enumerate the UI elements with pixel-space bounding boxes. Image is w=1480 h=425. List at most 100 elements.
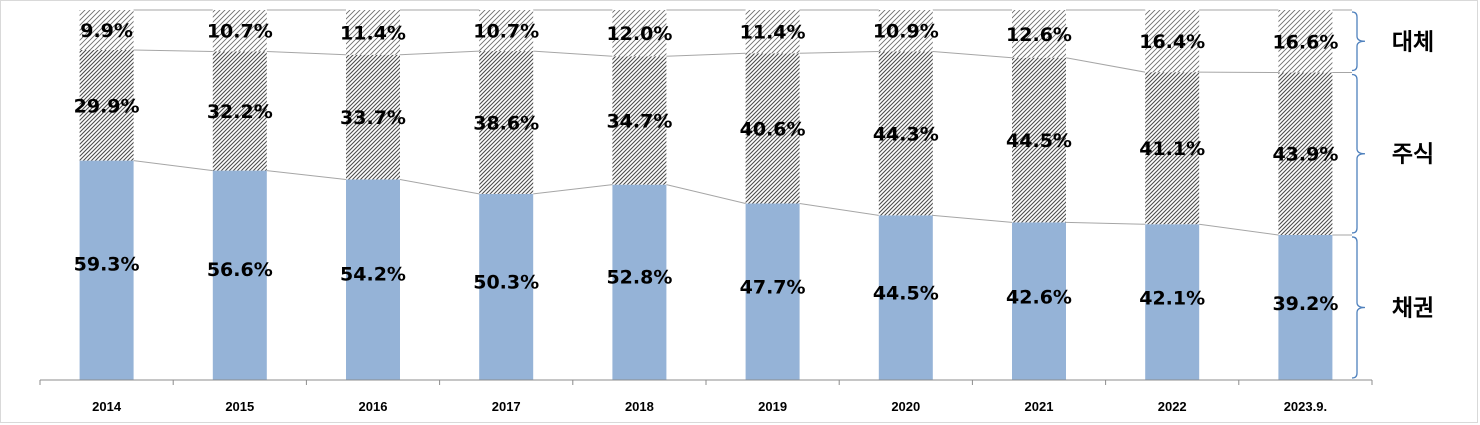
series-connector-line [1065, 221, 1146, 225]
bar-segment-alternative [1012, 10, 1066, 58]
bars-group [79, 10, 1333, 380]
data-label: 54.2% [340, 264, 406, 286]
data-label: 56.6% [207, 259, 273, 281]
data-label: 42.6% [1006, 286, 1072, 308]
data-label: 33.7% [340, 107, 406, 129]
series-connector-line [932, 214, 1013, 223]
data-labels-group: 59.3% 29.9% 9.9% 56.6% 32.2% 10.7% 54.2% 33.7% 1… [74, 20, 1339, 315]
bar-segment-bond [212, 170, 267, 380]
data-label: 40.6% [740, 118, 806, 140]
bar-segment-bond [479, 193, 534, 380]
data-label: 41.1% [1139, 138, 1205, 160]
bar-segment-stock [212, 51, 267, 171]
data-label: 59.3% [74, 254, 140, 276]
bar-segment-alternative [1278, 10, 1333, 73]
bar-segment-stock [346, 54, 400, 180]
legend-brace [1351, 11, 1366, 72]
bar-segment-alternative [878, 10, 933, 52]
data-label: 50.3% [473, 271, 539, 293]
x-tick-label: 2019 [758, 399, 787, 414]
bar-segment-bond [79, 160, 134, 380]
data-label: 39.2% [1272, 293, 1338, 315]
bar-segment-bond [1012, 222, 1066, 380]
bar-segment-stock [878, 51, 933, 216]
bar-segment-bond [745, 203, 800, 380]
series-connector-line [533, 184, 613, 195]
data-label: 12.6% [1006, 24, 1072, 46]
data-label: 47.7% [740, 276, 806, 298]
x-tick-label: 2020 [891, 399, 920, 414]
legend-label: 주식 [1392, 142, 1434, 168]
x-tick-label: 2023.9. [1284, 399, 1327, 414]
x-tick-label: 2017 [492, 399, 521, 414]
bar-segment-bond [612, 184, 667, 380]
bar-segment-alternative [612, 10, 667, 57]
data-label: 44.5% [873, 283, 939, 305]
data-label: 11.4% [340, 22, 406, 44]
series-connector-line [399, 178, 480, 195]
series-connector-line [799, 50, 879, 54]
series-connector-line [1199, 223, 1279, 236]
bar-segment-bond [878, 215, 933, 380]
x-tick-label: 2021 [1025, 399, 1054, 414]
data-label: 32.2% [207, 101, 273, 123]
x-tick-label: 2018 [625, 399, 654, 414]
series-connector-line [266, 170, 347, 180]
bar-segment-stock [1145, 72, 1200, 225]
bar-segment-stock [612, 56, 667, 185]
x-tick-label: 2016 [359, 399, 388, 414]
series-connector-line [133, 49, 213, 52]
bar-segment-alternative [79, 10, 134, 50]
bar-segment-stock [1278, 72, 1333, 235]
x-tick-label: 2014 [92, 399, 122, 414]
data-label: 11.4% [740, 22, 806, 44]
data-label: 34.7% [606, 110, 672, 132]
series-connector-line [533, 50, 613, 57]
bar-segment-alternative [1145, 10, 1200, 73]
data-label: 43.9% [1272, 144, 1338, 166]
series-connector-line [666, 52, 746, 57]
data-label: 10.7% [473, 21, 539, 43]
legend-brace [1351, 73, 1366, 234]
series-lines [133, 9, 1279, 236]
data-label: 52.8% [606, 266, 672, 288]
bar-segment-bond [1278, 234, 1333, 380]
data-label: 29.9% [74, 95, 140, 117]
series-connector-line [932, 50, 1013, 59]
series-connector-line [266, 50, 347, 56]
data-label: 10.7% [207, 21, 273, 43]
bar-segment-stock [1012, 57, 1066, 223]
data-label: 10.9% [873, 21, 939, 43]
data-label: 42.1% [1139, 287, 1205, 309]
x-tick-label: 2015 [225, 399, 254, 414]
legend-label: 대체 [1392, 29, 1434, 55]
x-axis: 2014 2015 2016 2017 2018 2019 2020 2021 2022 2023… [39, 379, 1373, 414]
series-connector-line [133, 160, 213, 172]
x-tick-label: 2022 [1158, 399, 1187, 414]
data-label: 44.3% [873, 123, 939, 145]
legend-label: 채권 [1392, 295, 1434, 321]
bar-segment-bond [1145, 224, 1200, 380]
data-label: 38.6% [473, 112, 539, 134]
bar-segment-alternative [479, 10, 534, 52]
bar-segment-stock [79, 49, 134, 161]
series-connector-line [666, 184, 746, 204]
data-label: 44.5% [1006, 130, 1072, 152]
bar-segment-stock [745, 53, 800, 204]
series-connector-line [1065, 57, 1146, 73]
bar-segment-alternative [212, 10, 267, 52]
data-label: 16.6% [1272, 31, 1338, 53]
bar-segment-alternative [745, 10, 800, 54]
bar-segment-bond [346, 179, 400, 380]
data-label: 9.9% [80, 20, 133, 42]
legend-brace [1351, 236, 1366, 379]
bar-segment-alternative [346, 10, 400, 55]
data-label: 16.4% [1139, 31, 1205, 53]
bar-segment-stock [479, 51, 534, 194]
series-connector-line [399, 50, 480, 56]
data-label: 12.0% [606, 23, 672, 45]
series-connector-line [799, 203, 879, 216]
